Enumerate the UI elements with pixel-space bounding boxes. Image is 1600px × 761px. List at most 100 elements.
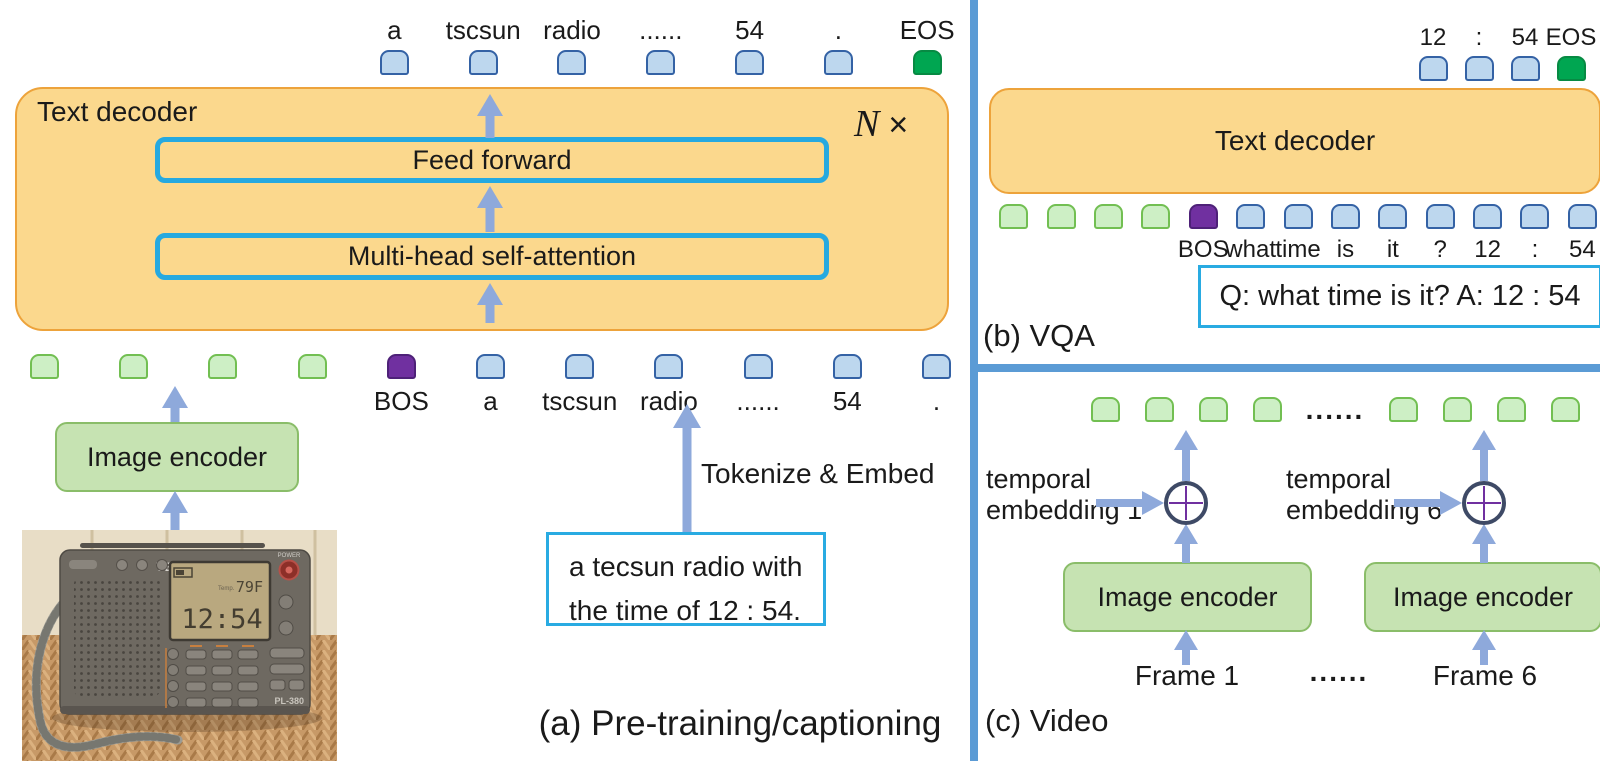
token-label: radio (639, 386, 698, 416)
caption-line-2: the time of 12 : 54. (569, 595, 801, 626)
token-label: BOS (373, 386, 429, 416)
token-label: tscsun (445, 15, 521, 45)
token-label: 54 (832, 386, 862, 416)
token-label: a (387, 15, 402, 45)
token-blue (921, 354, 951, 379)
token-cell: BOS (357, 354, 446, 417)
video-token-row: ...... (1078, 394, 1592, 425)
token-cell: tscsun (535, 354, 624, 417)
input-token-row-a: BOS a tscsun radio...... 54. (0, 354, 981, 417)
arrow-encoder1-to-add (1174, 524, 1198, 563)
power-label: POWER (278, 553, 301, 559)
horizontal-panel-divider (974, 364, 1600, 372)
token-green (999, 204, 1029, 229)
token-label: EOS (1545, 24, 1597, 51)
token-label: ...... (736, 386, 780, 416)
token-cell: . (794, 14, 883, 75)
token-ellipsis: ...... (1305, 394, 1365, 425)
qa-text-box: Q: what time is it? A: 12 : 54 (1198, 265, 1600, 328)
temporal-embedding-6-label: temporal embedding 6 (1286, 464, 1442, 526)
token-label: tscsun (542, 386, 618, 416)
token-green (1388, 397, 1418, 422)
radio-body-bottom (60, 706, 310, 714)
token-cell: ...... (616, 14, 705, 75)
token-cell: ? (1417, 204, 1464, 264)
times-symbol: × (888, 106, 909, 144)
token-eos (912, 50, 942, 75)
arrow-image-to-encoder (162, 491, 188, 530)
token-cell (89, 354, 178, 417)
text-decoder-label-b: Text decoder (1214, 125, 1376, 156)
panel-b-title: (b) VQA (983, 318, 1095, 353)
token-cell: what (1225, 204, 1276, 264)
token-blue (1464, 56, 1494, 81)
token-cell: EOS (883, 14, 972, 75)
token-cell (1132, 397, 1186, 422)
image-encoder-label-c1: Image encoder (1097, 581, 1278, 612)
token-blue (565, 354, 595, 379)
token-green (1550, 397, 1580, 422)
frame-1-label: Frame 1 (1134, 660, 1240, 691)
self-attention-label: Multi-head self-attention (347, 241, 637, 271)
token-blue (476, 354, 506, 379)
arrow-add-to-tokens-1 (1174, 430, 1198, 481)
panel-a-title: (a) Pre-training/captioning (538, 704, 942, 743)
antenna (80, 543, 265, 548)
image-encoder-box-a: Image encoder (55, 422, 299, 492)
wrist-strap-texture (32, 588, 182, 752)
token-label: 54 (1511, 24, 1539, 51)
battery-fill (176, 570, 184, 575)
token-cell (1132, 204, 1179, 264)
feed-forward-label: Feed forward (412, 144, 572, 175)
token-blue (1473, 204, 1503, 229)
repeat-n-times-label: N × (854, 102, 908, 146)
panel-c-title: (c) Video (985, 703, 1109, 738)
token-cell: radio (624, 354, 713, 417)
lcd-time: 12:54 (181, 604, 262, 635)
token-green (1141, 204, 1171, 229)
token-cell: ...... (714, 354, 803, 417)
token-green (1144, 397, 1174, 422)
token-cell (1538, 397, 1592, 422)
power-button-center (285, 566, 293, 574)
tuning-knobs (167, 648, 179, 708)
token-purple (1188, 204, 1218, 229)
token-cell (1430, 397, 1484, 422)
token-cell: a (350, 14, 439, 75)
temporal-1-line2: embedding 1 (986, 495, 1143, 525)
token-green (1198, 397, 1228, 422)
token-label: is (1336, 236, 1355, 263)
lcd-temperature: 79F (236, 578, 263, 596)
frame-6-label: Frame 6 (1432, 660, 1538, 691)
speaker-grille (74, 578, 160, 696)
token-blue (1418, 56, 1448, 81)
image-encoder-box-c1: Image encoder (1063, 562, 1312, 632)
frames-ellipsis: ...... (1309, 656, 1369, 687)
token-cell (990, 204, 1037, 264)
token-cell: radio (528, 14, 617, 75)
token-label: ? (1433, 236, 1447, 263)
token-cell: it (1369, 204, 1416, 264)
token-cell (1484, 397, 1538, 422)
token-cell: is (1322, 204, 1369, 264)
output-token-row-b: 12: 54 EOS (1410, 20, 1597, 81)
token-purple (386, 354, 416, 379)
token-cell: time (1274, 204, 1321, 264)
temporal-6-line1: temporal (1286, 464, 1392, 494)
token-blue (646, 50, 676, 75)
token-cell (1037, 204, 1084, 264)
token-blue (1567, 204, 1597, 229)
token-blue (1283, 204, 1313, 229)
token-label: . (932, 386, 941, 416)
token-label: time (1275, 236, 1321, 263)
lcd-screen (168, 560, 272, 642)
token-green (1046, 204, 1076, 229)
token-green (119, 354, 149, 379)
arrow-add-to-tokens-6 (1472, 430, 1496, 481)
self-attention-box: Multi-head self-attention (155, 233, 829, 280)
token-blue (832, 354, 862, 379)
token-label: what (1225, 236, 1276, 263)
tokenize-embed-label: Tokenize & Embed (701, 458, 935, 489)
token-label: . (834, 15, 842, 45)
caption-line-1: a tecsun radio with (569, 551, 803, 582)
